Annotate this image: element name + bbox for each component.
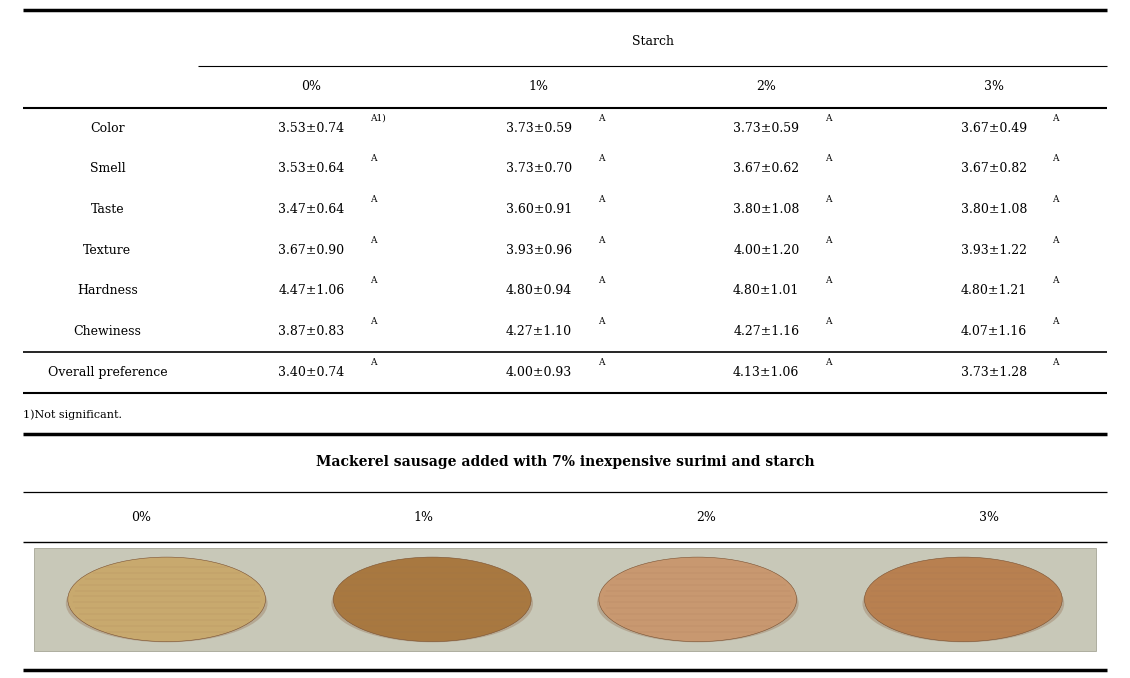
Text: 3.80±1.08: 3.80±1.08 bbox=[960, 203, 1027, 216]
Text: A: A bbox=[598, 114, 605, 123]
Text: 3.80±1.08: 3.80±1.08 bbox=[733, 203, 799, 216]
Text: 4.00±1.20: 4.00±1.20 bbox=[733, 243, 799, 257]
FancyBboxPatch shape bbox=[34, 548, 1096, 651]
Text: 3%: 3% bbox=[979, 511, 999, 524]
Text: 4.47±1.06: 4.47±1.06 bbox=[278, 284, 345, 298]
Text: A1): A1) bbox=[371, 114, 386, 123]
Text: Chewiness: Chewiness bbox=[73, 325, 141, 338]
Text: A: A bbox=[825, 236, 832, 245]
Text: A: A bbox=[825, 155, 832, 163]
Text: A: A bbox=[598, 317, 605, 326]
Text: A: A bbox=[371, 236, 376, 245]
Text: 4.80±1.21: 4.80±1.21 bbox=[960, 284, 1027, 298]
Text: A: A bbox=[1052, 195, 1059, 204]
Ellipse shape bbox=[68, 557, 266, 641]
Text: Mackerel sausage added with 7% inexpensive surimi and starch: Mackerel sausage added with 7% inexpensi… bbox=[315, 456, 815, 469]
Text: A: A bbox=[371, 358, 376, 367]
Text: Overall preference: Overall preference bbox=[47, 365, 167, 379]
Text: A: A bbox=[1052, 277, 1059, 285]
Text: 3.67±0.49: 3.67±0.49 bbox=[960, 121, 1027, 135]
Text: A: A bbox=[1052, 236, 1059, 245]
Ellipse shape bbox=[862, 565, 1064, 642]
Text: A: A bbox=[371, 155, 376, 163]
Text: 4.80±1.01: 4.80±1.01 bbox=[733, 284, 799, 298]
Text: A: A bbox=[371, 277, 376, 285]
Ellipse shape bbox=[597, 565, 799, 642]
Text: 0%: 0% bbox=[131, 511, 151, 524]
Text: A: A bbox=[598, 236, 605, 245]
Text: 2%: 2% bbox=[696, 511, 716, 524]
Text: 4.07±1.16: 4.07±1.16 bbox=[960, 325, 1027, 338]
Text: A: A bbox=[598, 277, 605, 285]
Ellipse shape bbox=[333, 557, 531, 641]
Text: A: A bbox=[825, 358, 832, 367]
Ellipse shape bbox=[331, 565, 533, 642]
Text: 3.53±0.74: 3.53±0.74 bbox=[278, 121, 345, 135]
Text: A: A bbox=[1052, 317, 1059, 326]
Text: 4.00±0.93: 4.00±0.93 bbox=[506, 365, 572, 379]
Text: A: A bbox=[598, 358, 605, 367]
Text: 3.47±0.64: 3.47±0.64 bbox=[278, 203, 345, 216]
Text: 2%: 2% bbox=[756, 80, 776, 94]
Text: Starch: Starch bbox=[632, 35, 673, 48]
Text: 3.87±0.83: 3.87±0.83 bbox=[278, 325, 345, 338]
Ellipse shape bbox=[66, 565, 268, 642]
Text: 4.13±1.06: 4.13±1.06 bbox=[733, 365, 799, 379]
Text: 3.67±0.62: 3.67±0.62 bbox=[733, 162, 799, 176]
Text: 0%: 0% bbox=[302, 80, 321, 94]
Text: 3.73±0.70: 3.73±0.70 bbox=[506, 162, 572, 176]
Text: Color: Color bbox=[90, 121, 124, 135]
Text: 3.73±0.59: 3.73±0.59 bbox=[506, 121, 572, 135]
Text: 3%: 3% bbox=[984, 80, 1003, 94]
Ellipse shape bbox=[864, 557, 1062, 641]
Text: Hardness: Hardness bbox=[77, 284, 138, 298]
Text: A: A bbox=[598, 195, 605, 204]
Text: 1)Not significant.: 1)Not significant. bbox=[23, 409, 122, 420]
Text: 3.73±1.28: 3.73±1.28 bbox=[960, 365, 1027, 379]
Text: Texture: Texture bbox=[84, 243, 131, 257]
Text: A: A bbox=[598, 155, 605, 163]
Text: 3.40±0.74: 3.40±0.74 bbox=[278, 365, 345, 379]
Text: Taste: Taste bbox=[90, 203, 124, 216]
Text: A: A bbox=[371, 195, 376, 204]
Text: 3.93±1.22: 3.93±1.22 bbox=[960, 243, 1027, 257]
Text: 4.80±0.94: 4.80±0.94 bbox=[506, 284, 572, 298]
Text: 4.27±1.10: 4.27±1.10 bbox=[506, 325, 572, 338]
Text: A: A bbox=[1052, 114, 1059, 123]
Text: Smell: Smell bbox=[89, 162, 125, 176]
Text: 3.60±0.91: 3.60±0.91 bbox=[506, 203, 572, 216]
Text: 3.93±0.96: 3.93±0.96 bbox=[506, 243, 572, 257]
Text: A: A bbox=[825, 114, 832, 123]
Text: 3.73±0.59: 3.73±0.59 bbox=[733, 121, 799, 135]
Text: 4.27±1.16: 4.27±1.16 bbox=[733, 325, 799, 338]
Text: A: A bbox=[1052, 358, 1059, 367]
Text: A: A bbox=[825, 317, 832, 326]
Text: 3.67±0.82: 3.67±0.82 bbox=[960, 162, 1027, 176]
Text: 3.53±0.64: 3.53±0.64 bbox=[278, 162, 345, 176]
Text: A: A bbox=[1052, 155, 1059, 163]
Text: 3.67±0.90: 3.67±0.90 bbox=[278, 243, 345, 257]
Text: A: A bbox=[825, 277, 832, 285]
Text: A: A bbox=[825, 195, 832, 204]
Text: 1%: 1% bbox=[529, 80, 549, 94]
Ellipse shape bbox=[599, 557, 797, 641]
Text: 1%: 1% bbox=[414, 511, 434, 524]
Text: A: A bbox=[371, 317, 376, 326]
